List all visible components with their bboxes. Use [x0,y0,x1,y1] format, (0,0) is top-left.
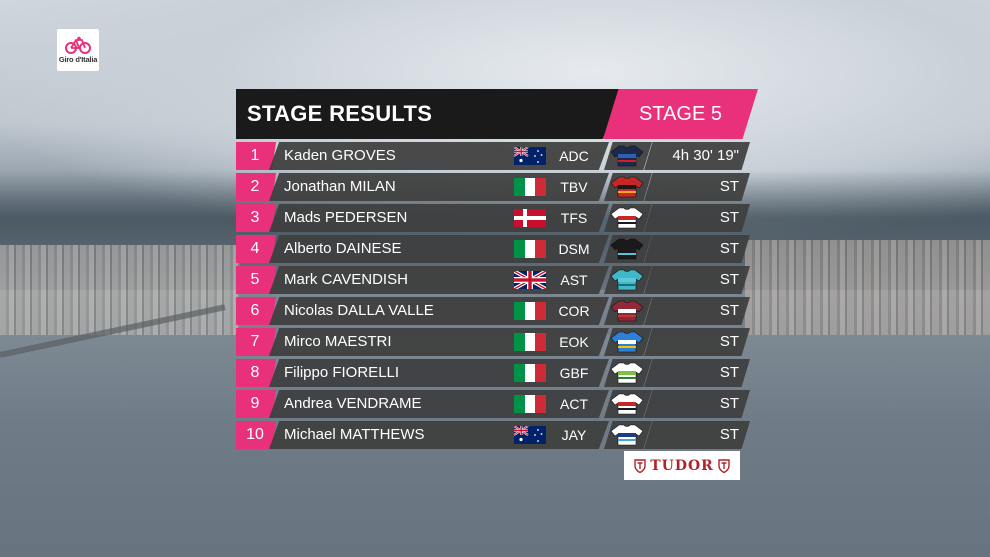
team-jersey-icon [610,300,644,322]
rider-position: 10 [246,426,264,443]
rider-time: ST [719,364,739,381]
shield-icon [718,458,730,473]
rider-name: Mirco MAESTRI [284,333,392,350]
rider-position: 9 [250,395,260,412]
stage-label: STAGE 5 [639,103,722,125]
rider-position: 8 [250,364,260,381]
table-row: 5 Mark CAVENDISH AST ST [236,266,756,294]
table-row: 8 Filippo FIORELLI GBF ST [236,359,756,387]
sponsor-text: TUDOR [650,457,714,474]
rider-position: 3 [250,209,260,226]
rider-position: 7 [250,333,260,350]
team-jersey-icon [610,238,644,260]
team-jersey-icon [610,393,644,415]
table-row: 6 Nicolas DALLA VALLE COR ST [236,297,756,325]
team-code: ACT [560,396,588,412]
italy-flag-icon [514,333,546,351]
table-row: 3 Mads PEDERSEN TFS ST [236,204,756,232]
team-code: GBF [559,365,589,381]
italy-flag-icon [514,395,546,413]
rider-time: ST [719,395,739,412]
rider-time: ST [719,333,739,350]
rider-time: ST [719,178,739,195]
rider-time: ST [719,271,739,288]
logo-text: Giro d'Italia [58,55,98,64]
denmark-flag-icon [514,209,546,227]
uk-flag-icon [514,271,546,289]
team-code: JAY [561,427,587,443]
team-code: EOK [559,334,589,350]
rider-name: Alberto DAINESE [284,240,402,257]
rider-name: Andrea VENDRAME [284,395,422,412]
italy-flag-icon [514,364,546,382]
results-header: STAGE RESULTS STAGE 5 [236,89,758,139]
italy-flag-icon [514,302,546,320]
team-jersey-icon [610,176,644,198]
table-row: 4 Alberto DAINESE DSM ST [236,235,756,263]
team-jersey-icon [610,362,644,384]
italy-flag-icon [514,178,546,196]
rider-position: 6 [250,302,260,319]
rider-position: 2 [250,178,260,195]
table-row: 9 Andrea VENDRAME ACT ST [236,390,756,418]
rider-position: 4 [250,240,260,257]
australia-flag-icon [514,147,546,165]
giro-logo: Giro d'Italia [57,29,99,71]
team-jersey-icon [610,207,644,229]
rider-name: Mark CAVENDISH [284,271,408,288]
page-title: STAGE RESULTS [247,101,433,126]
team-code: TBV [560,179,588,195]
team-jersey-icon [610,145,644,167]
italy-flag-icon [514,240,546,258]
background-city-left [0,245,240,335]
team-jersey-icon [610,269,644,291]
rider-position: 5 [250,271,260,288]
rider-name: Jonathan MILAN [284,178,396,195]
australia-flag-icon [514,426,546,444]
rider-time: ST [719,240,739,257]
team-code: TFS [560,210,588,226]
results-table: 1 Kaden GROVES ADC 4h 30' 19" 2 Jonathan MILA… [236,142,756,452]
table-row: 2 Jonathan MILAN TBV ST [236,173,756,201]
table-row: 7 Mirco MAESTRI EOK ST [236,328,756,356]
team-code: COR [558,303,590,319]
rider-name: Michael MATTHEWS [284,426,425,443]
bicycle-icon [65,36,91,54]
shield-icon [634,458,646,473]
rider-name: Filippo FIORELLI [284,364,400,381]
background-city-right [745,240,990,340]
team-code: ADC [559,148,589,164]
rider-time: 4h 30' 19" [672,147,739,164]
rider-time: ST [719,302,739,319]
rider-name: Mads PEDERSEN [284,209,408,226]
team-code: AST [560,272,588,288]
table-row: 1 Kaden GROVES ADC 4h 30' 19" [236,142,756,170]
sponsor-badge: TUDOR [624,451,740,480]
team-code: DSM [558,241,590,257]
team-jersey-icon [610,331,644,353]
rider-position: 1 [250,147,260,164]
rider-name: Nicolas DALLA VALLE [284,302,434,319]
rider-time: ST [719,426,739,443]
rider-time: ST [719,209,739,226]
rider-name: Kaden GROVES [284,147,396,164]
team-jersey-icon [610,424,644,446]
table-row: 10 Michael MATTHEWS JAY ST [236,421,756,449]
